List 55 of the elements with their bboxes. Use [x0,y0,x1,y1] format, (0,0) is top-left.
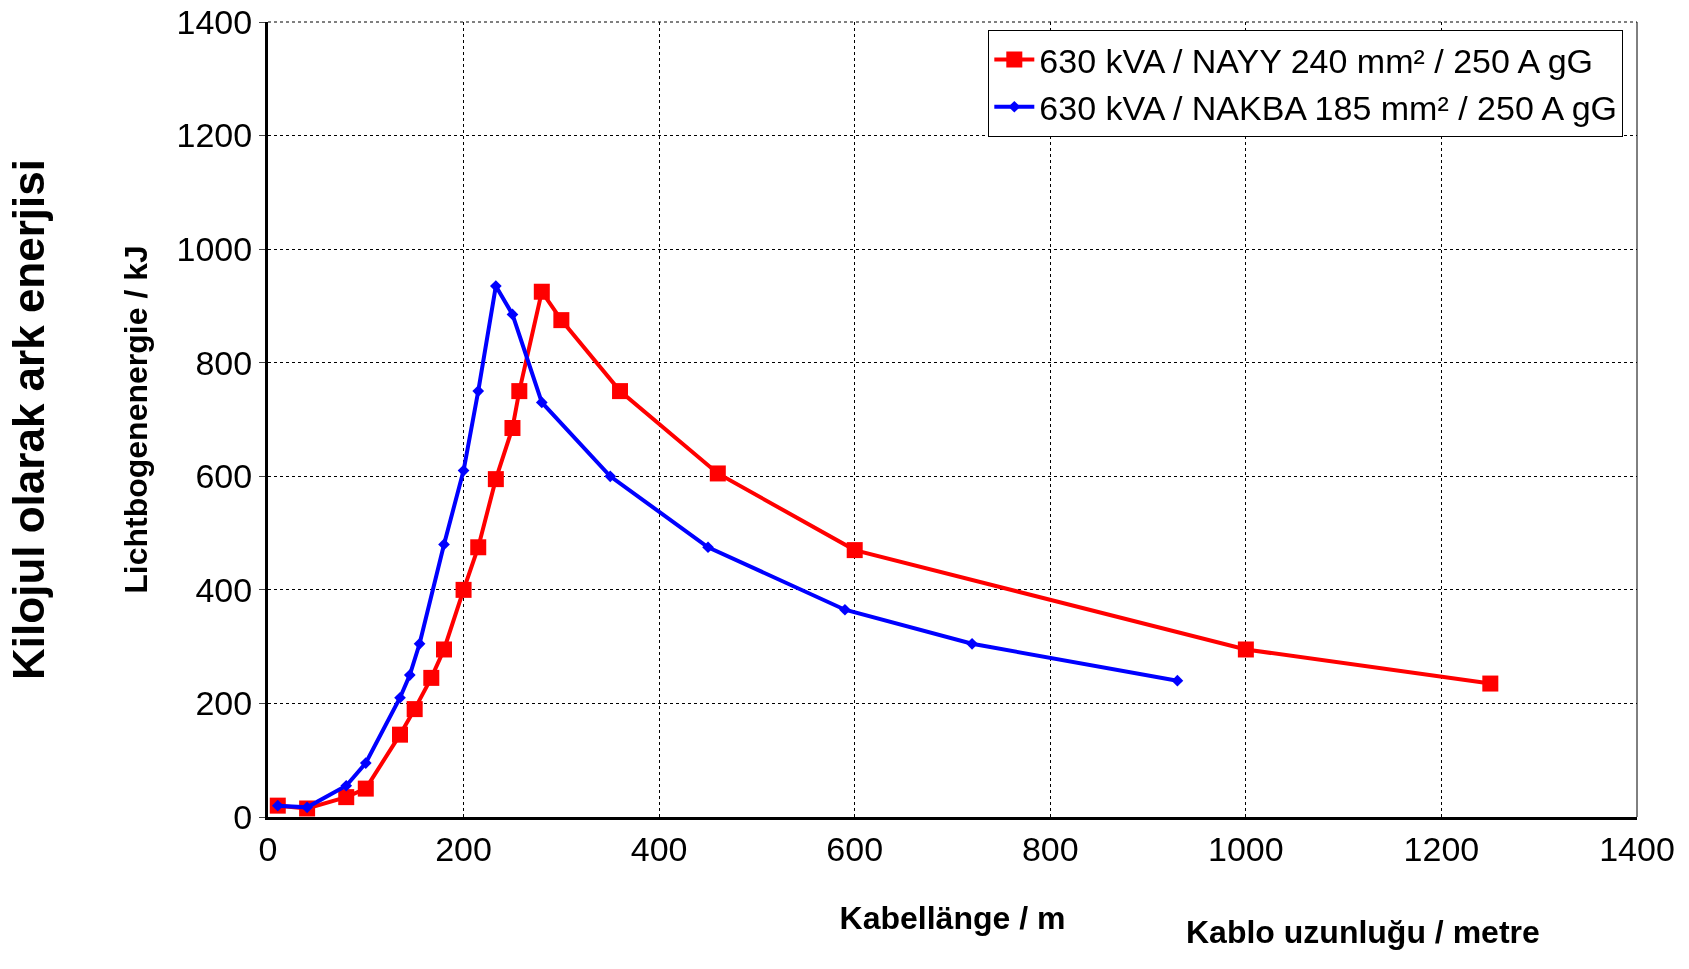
point [511,383,528,400]
text: Kilojul olarak ark enerjisi [3,159,53,680]
x-tick-label: 400 [630,829,688,868]
y-tick-label: 200 [195,684,253,723]
y-tick-label: 800 [195,343,253,382]
point [839,603,851,616]
point [504,420,521,437]
point [506,308,519,321]
x-tick-label: 800 [1021,829,1079,868]
legend-label: 630 kVA / NAKBA 185 mm² / 250 A gG [1039,89,1617,128]
point [1171,674,1184,687]
point [604,470,617,483]
point [1237,641,1254,658]
x-tick-label: 1000 [1208,829,1284,868]
point [487,471,504,488]
x-axis-title: Kabellänge / m [839,899,1066,936]
point [403,669,416,681]
point [413,637,426,650]
y-tick-label: 600 [195,457,253,496]
y-tick-label: 400 [195,570,253,609]
point [457,464,470,477]
point [455,581,472,598]
point [533,283,550,300]
point [1482,675,1499,692]
point [340,779,353,792]
point [709,465,726,482]
x-tick-label: 1400 [1599,829,1675,868]
legend-label: 630 kVA / NAYY 240 mm² / 250 A gG [1039,41,1594,80]
point [846,542,863,559]
point [470,539,487,556]
point [392,726,409,743]
point [553,312,570,329]
point [436,641,453,658]
point [423,669,440,686]
point [359,757,372,769]
point [472,385,485,397]
y-axis-title: Lichtbogenenergie / kJ [117,245,154,594]
point [702,541,714,554]
point [406,701,423,718]
y-tick-label: 0 [233,797,253,836]
point [966,637,978,650]
x-tick-label: 200 [435,829,492,868]
text: Kablo uzunluğu / metre [1186,914,1540,950]
point [612,383,629,400]
point [357,780,374,797]
point [438,538,450,551]
point [394,691,406,704]
point [338,789,355,806]
x-tick-label: 600 [826,829,884,868]
point [535,396,548,409]
y-tick-label: 1200 [176,116,253,155]
y-tick-label: 1000 [176,230,253,269]
y-tick-label: 1400 [176,2,253,41]
x-tick-label: 1200 [1403,829,1480,868]
x-tick-label: 0 [258,829,278,868]
